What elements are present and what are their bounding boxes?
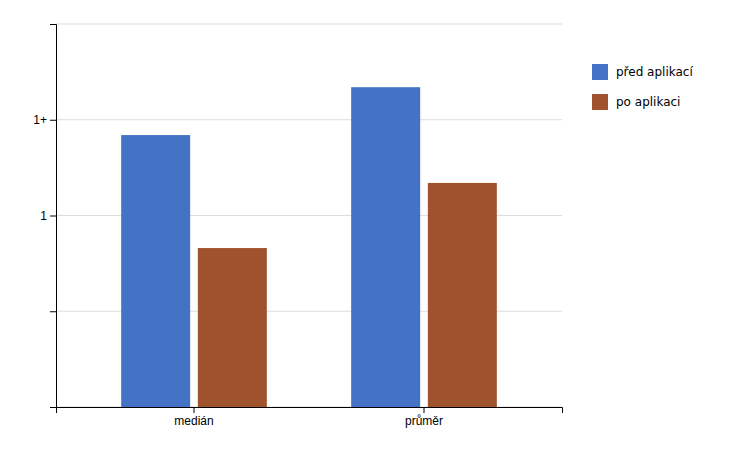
y-tick xyxy=(50,24,56,25)
y-tick xyxy=(50,311,56,312)
x-tick: průměr xyxy=(405,407,443,428)
grid xyxy=(56,24,562,407)
x-tick-mark xyxy=(194,407,195,413)
x-tick-label: průměr xyxy=(405,414,443,428)
y-tick-mark xyxy=(50,24,56,25)
grid-line xyxy=(56,119,562,120)
x-tick: medián xyxy=(174,407,213,428)
legend: před aplikací po aplikaci xyxy=(592,64,693,110)
x-axis-line xyxy=(57,408,563,414)
legend-swatch xyxy=(592,64,608,80)
x-axis: medián průměr xyxy=(57,407,563,428)
y-tick-mark xyxy=(50,216,56,217)
y-tick xyxy=(50,407,56,408)
y-tick-label: 1 xyxy=(40,209,47,223)
bar xyxy=(121,135,190,407)
bars xyxy=(121,87,497,407)
y-axis: 1 1+ xyxy=(33,25,56,408)
y-tick-mark xyxy=(50,407,56,408)
bar-series xyxy=(198,183,497,407)
grid-line xyxy=(56,24,562,25)
legend-label: po aplikaci xyxy=(616,95,680,109)
y-tick: 1+ xyxy=(33,113,56,127)
y-tick-mark xyxy=(50,120,56,121)
chart: 1 1+ medián průměr před aplikací po aplikaci xyxy=(0,0,752,451)
bar xyxy=(198,248,267,407)
legend-item: po aplikaci xyxy=(592,94,680,110)
y-tick-mark xyxy=(50,311,56,312)
bar xyxy=(351,87,420,407)
legend-item: před aplikací xyxy=(592,64,693,80)
x-tick-mark xyxy=(424,407,425,413)
plot: 1 1+ medián průměr xyxy=(33,24,562,428)
x-tick-label: medián xyxy=(174,414,213,428)
bar-series xyxy=(121,87,420,407)
legend-label: před aplikací xyxy=(616,65,693,79)
legend-swatch xyxy=(592,94,608,110)
y-tick: 1 xyxy=(40,209,56,223)
y-axis-line xyxy=(50,25,57,408)
y-tick-label: 1+ xyxy=(33,113,47,127)
bar xyxy=(428,183,497,407)
